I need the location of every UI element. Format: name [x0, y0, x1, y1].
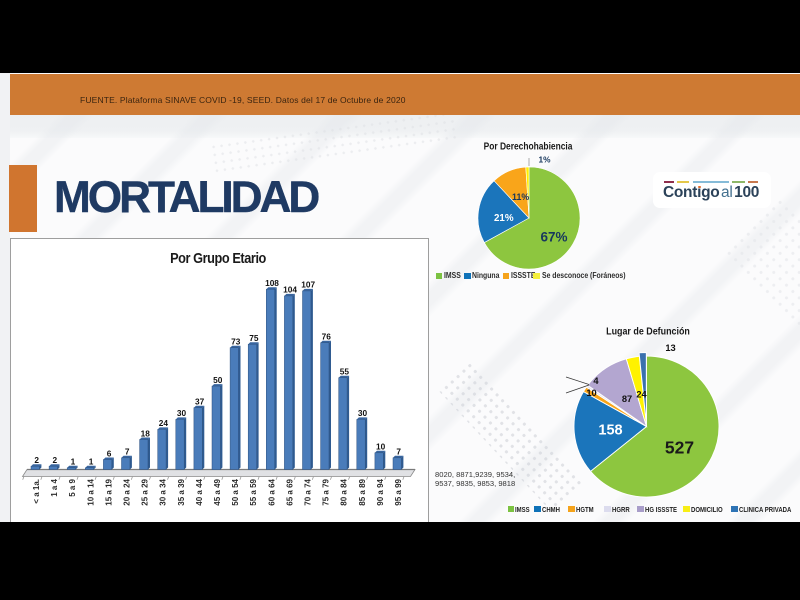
svg-text:73: 73	[231, 337, 241, 347]
svg-text:24: 24	[159, 418, 169, 428]
svg-text:2: 2	[52, 455, 57, 465]
svg-text:< a 1a.: < a 1a.	[32, 479, 41, 504]
svg-text:55 a 59: 55 a 59	[249, 478, 258, 505]
svg-text:10: 10	[376, 442, 386, 452]
svg-text:11%: 11%	[512, 192, 529, 202]
svg-text:6: 6	[107, 448, 112, 458]
svg-text:75: 75	[249, 333, 259, 343]
svg-text:5 a 9: 5 a 9	[68, 478, 77, 496]
svg-text:13: 13	[665, 343, 675, 353]
svg-text:76: 76	[322, 332, 332, 342]
svg-text:1%: 1%	[539, 154, 552, 164]
svg-text:55: 55	[340, 367, 350, 377]
svg-text:1 a 4: 1 a 4	[50, 478, 59, 496]
svg-text:50: 50	[213, 375, 223, 385]
svg-text:40 a 44: 40 a 44	[195, 478, 204, 505]
svg-text:90 a 94: 90 a 94	[376, 478, 385, 505]
svg-text:107: 107	[301, 280, 315, 290]
svg-text:104: 104	[283, 285, 297, 295]
svg-text:18: 18	[141, 428, 151, 438]
svg-text:50 a 54: 50 a 54	[231, 478, 240, 505]
svg-text:527: 527	[665, 438, 694, 458]
svg-text:108: 108	[265, 278, 279, 288]
svg-text:20 a 24: 20 a 24	[123, 478, 132, 505]
svg-text:25 a 29: 25 a 29	[141, 478, 150, 505]
svg-text:35 a 39: 35 a 39	[177, 478, 186, 505]
svg-text:4: 4	[593, 376, 599, 386]
svg-text:30: 30	[358, 408, 368, 418]
svg-text:30: 30	[177, 408, 187, 418]
svg-text:87: 87	[622, 394, 632, 404]
svg-text:70 a 74: 70 a 74	[304, 478, 313, 505]
svg-text:67%: 67%	[540, 230, 567, 245]
svg-text:Por Grupo Etario: Por Grupo Etario	[170, 249, 266, 266]
svg-text:15 a 19: 15 a 19	[104, 478, 113, 505]
svg-text:2: 2	[34, 455, 39, 465]
svg-text:1: 1	[89, 457, 94, 467]
svg-text:24: 24	[636, 389, 647, 399]
svg-text:7: 7	[396, 447, 401, 457]
svg-text:158: 158	[598, 423, 622, 439]
svg-text:95 a 99: 95 a 99	[394, 478, 403, 505]
svg-text:45 a 49: 45 a 49	[213, 478, 222, 505]
svg-text:75 a 79: 75 a 79	[322, 478, 331, 505]
svg-text:37: 37	[195, 397, 205, 407]
svg-text:1: 1	[71, 457, 76, 467]
svg-text:80 a 84: 80 a 84	[340, 478, 349, 505]
svg-text:21%: 21%	[494, 213, 514, 224]
svg-text:30 a 34: 30 a 34	[159, 478, 168, 505]
svg-text:10: 10	[586, 388, 596, 398]
svg-text:65 a 69: 65 a 69	[285, 478, 294, 505]
svg-text:60 a 64: 60 a 64	[267, 478, 276, 505]
svg-text:7: 7	[125, 447, 130, 457]
svg-text:85 a 89: 85 a 89	[358, 478, 367, 505]
svg-text:10 a 14: 10 a 14	[86, 478, 95, 505]
svg-text:Lugar de Defunción: Lugar de Defunción	[606, 326, 690, 338]
svg-text:Por Derechohabiencia: Por Derechohabiencia	[484, 141, 574, 152]
